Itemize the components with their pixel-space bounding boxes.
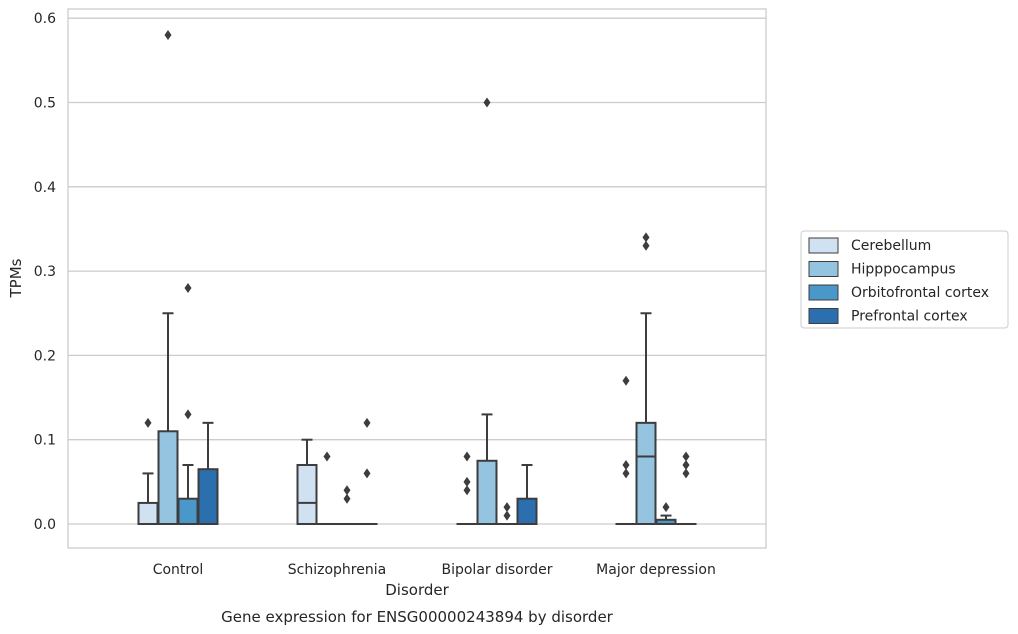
y-tick-label: 0.5	[34, 96, 56, 112]
outlier-point	[363, 468, 371, 479]
box-series	[137, 30, 697, 526]
outlier-point	[343, 493, 351, 504]
outlier-point	[463, 451, 471, 462]
x-tick-label: Bipolar disorder	[441, 562, 552, 578]
x-axis-title: Disorder	[385, 581, 449, 599]
box-body	[177, 497, 199, 525]
y-tick-label: 0.0	[34, 517, 56, 533]
legend: Cerebellum Hipppocampus Orbitofrontal cort…	[800, 230, 1009, 329]
outlier-point	[503, 502, 511, 513]
x-tick-label: Schizophrenia	[288, 562, 386, 578]
outlier-point	[622, 459, 630, 470]
box-hipppocampus	[476, 97, 498, 525]
outlier-point	[483, 97, 491, 108]
legend-swatch	[808, 237, 839, 254]
box-orbitofrontal-cortex	[655, 502, 677, 525]
y-axis-title: TPMs	[7, 258, 25, 298]
box-body	[635, 421, 657, 525]
plot-frame	[67, 8, 767, 549]
figure-caption: Gene expression for ENSG00000243894 by d…	[221, 608, 614, 626]
x-tick-labels: Control Schizophrenia Bipolar disorder Majo…	[153, 562, 716, 578]
outlier-point	[622, 468, 630, 479]
box-body	[197, 468, 219, 525]
box-orbitofrontal-cortex	[177, 282, 199, 525]
box-hipppocampus	[316, 451, 338, 526]
box-orbitofrontal-cortex	[336, 485, 358, 526]
outlier-point	[343, 485, 351, 496]
box-hipppocampus	[157, 30, 179, 525]
box-body	[137, 501, 159, 525]
outlier-point	[642, 232, 650, 243]
x-tick-label: Major depression	[596, 562, 716, 578]
box-prefrontal-cortex	[516, 463, 538, 525]
legend-swatch	[808, 308, 839, 324]
box-hipppocampus	[635, 232, 657, 525]
box-prefrontal-cortex	[356, 417, 378, 526]
outlier-point	[144, 417, 152, 428]
outlier-point	[662, 502, 670, 513]
outlier-point	[682, 468, 690, 479]
outlier-point	[184, 409, 192, 420]
box-prefrontal-cortex	[197, 421, 219, 525]
y-tick-label: 0.6	[34, 11, 56, 27]
outlier-point	[463, 476, 471, 487]
legend-label: Hipppocampus	[851, 262, 956, 278]
y-tick-labels: 0.0 0.1 0.2 0.3 0.4 0.5 0.6	[34, 11, 56, 533]
outlier-point	[363, 417, 371, 428]
legend-label: Cerebellum	[851, 238, 931, 254]
outlier-point	[682, 451, 690, 462]
outlier-point	[164, 30, 172, 41]
box-cerebellum	[296, 438, 318, 525]
box-body	[157, 430, 179, 525]
box-body	[296, 463, 318, 525]
box-body	[516, 497, 538, 525]
box-body	[476, 459, 498, 525]
box-orbitofrontal-cortex	[496, 502, 518, 526]
outlier-point	[184, 282, 192, 293]
box-cerebellum	[137, 417, 159, 525]
x-tick-label: Control	[153, 562, 204, 578]
y-tick-label: 0.2	[34, 348, 56, 364]
outlier-point	[503, 510, 511, 521]
legend-label: Prefrontal cortex	[851, 309, 968, 325]
outlier-point	[622, 375, 630, 386]
legend-swatch	[808, 261, 839, 277]
y-tick-label: 0.4	[34, 180, 56, 196]
legend-swatch	[808, 284, 839, 301]
box-cerebellum	[615, 375, 637, 526]
outlier-point	[323, 451, 331, 462]
gridlines	[68, 17, 766, 525]
outlier-point	[642, 240, 650, 251]
legend-label: Orbitofrontal cortex	[851, 285, 989, 301]
legend-frame	[800, 230, 1009, 329]
box-prefrontal-cortex	[675, 451, 697, 526]
y-tick-label: 0.3	[34, 264, 56, 280]
outlier-point	[682, 459, 690, 470]
y-tick-label: 0.1	[34, 433, 56, 449]
outlier-point	[463, 485, 471, 496]
box-cerebellum	[456, 451, 478, 526]
